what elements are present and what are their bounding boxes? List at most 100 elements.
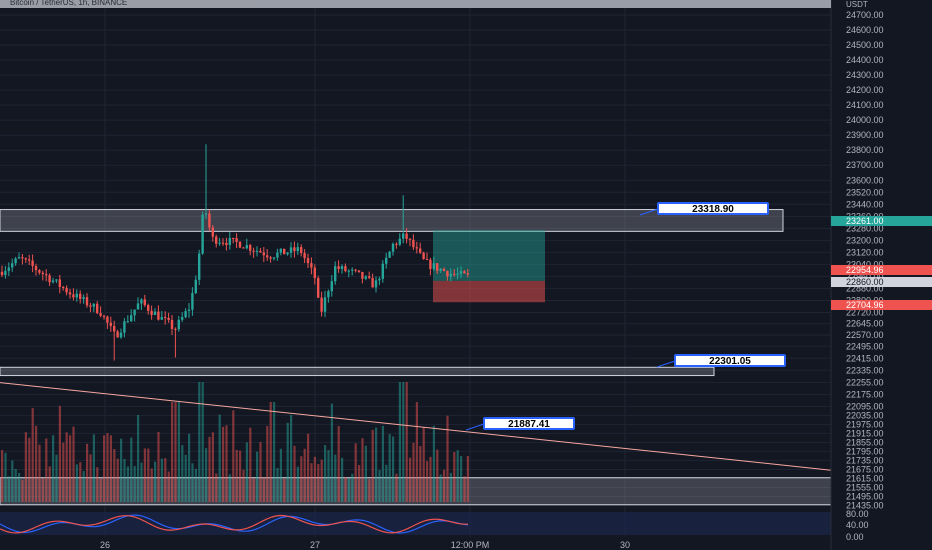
volume-bar [7, 476, 10, 502]
candle-body [58, 279, 61, 287]
price-tick-label: 22335.00 [846, 365, 884, 375]
candle-body [337, 266, 340, 269]
volume-bar [320, 459, 323, 502]
volume-bar [120, 438, 123, 502]
volume-bar [14, 468, 17, 502]
price-tick-label: 21675.00 [846, 464, 884, 474]
candle-body [92, 303, 95, 307]
volume-bar [171, 402, 174, 502]
price-tick-label: 21735.00 [846, 455, 884, 465]
price-axis-currency: USDT [846, 0, 868, 9]
candle-body [412, 239, 415, 248]
candle-body [99, 313, 102, 316]
volume-bar [21, 479, 24, 502]
price-tick-label: 22495.00 [846, 341, 884, 351]
price-tick-label: 24400.00 [846, 55, 884, 65]
candle-body [453, 273, 456, 275]
candle-body [419, 248, 422, 253]
volume-bar [351, 473, 354, 502]
volume-bar [1, 450, 4, 502]
candle-body [262, 252, 265, 256]
candle-body [402, 233, 405, 239]
candle-body [269, 257, 272, 259]
volume-bar [215, 473, 218, 502]
volume-bar [429, 456, 432, 502]
volume-bar [439, 474, 442, 502]
candle-body [133, 309, 136, 316]
grid [0, 8, 831, 537]
volume-bar [432, 425, 435, 502]
candle-body [351, 269, 354, 271]
candle-body [41, 272, 44, 275]
candle-body [347, 270, 350, 272]
candle-body [130, 315, 133, 322]
price-tick-label: 24600.00 [846, 25, 884, 35]
callout-label: 21887.41 [508, 419, 550, 430]
volume-bar [167, 471, 170, 502]
candle-body [245, 245, 248, 249]
volume-bar [184, 454, 187, 502]
price-tick-label: 23040.00 [846, 259, 884, 269]
stoch-tick-label: 0.00 [846, 532, 864, 542]
volume-bar [69, 435, 72, 502]
candle-body [286, 252, 289, 255]
volume-bar [130, 437, 133, 502]
candle-body [136, 303, 140, 310]
volume-bar [402, 382, 405, 502]
candle-body [442, 268, 446, 272]
volume-bar [409, 457, 412, 502]
volume-bar [86, 443, 89, 502]
price-badge [831, 277, 932, 287]
candle-body [7, 267, 10, 271]
candle-body [405, 233, 408, 239]
callout-pointer [465, 423, 485, 431]
candle-body [293, 247, 296, 252]
volume-bar [273, 402, 276, 502]
candle-body [449, 273, 452, 277]
candle-body [272, 257, 276, 259]
volume-bar [303, 448, 306, 502]
price-badge [831, 265, 932, 275]
candle-body [429, 259, 432, 269]
candle-body [106, 316, 109, 323]
candle-body [296, 247, 299, 252]
candle-body [204, 213, 208, 215]
candle-body [361, 272, 364, 279]
volume-bar [147, 448, 150, 502]
candle-body [65, 287, 68, 293]
volume-bar [48, 466, 51, 502]
candle-body [11, 263, 14, 268]
volume-bar [449, 472, 452, 502]
candle-body [194, 279, 197, 294]
price-tick-label: 21855.00 [846, 437, 884, 447]
volume-bar [307, 433, 310, 502]
candle-body [14, 258, 17, 264]
volume-bar [198, 382, 201, 502]
volume-bar [256, 451, 259, 502]
volume-bar [364, 445, 367, 502]
candle-body [191, 293, 194, 310]
volume-bar [381, 425, 384, 502]
volume-bar [103, 435, 106, 502]
volume-bar [283, 478, 286, 502]
volume-bar [92, 434, 95, 502]
candle-body [82, 297, 85, 299]
price-badge-label: 22954.96 [846, 265, 884, 275]
volume-bar [405, 382, 408, 502]
volume-bar [52, 435, 55, 502]
zone-0 [0, 209, 784, 232]
volume-bar [337, 426, 340, 502]
volume-bar [205, 448, 208, 502]
stoch-d-line [0, 514, 468, 534]
volume-bar [249, 427, 252, 502]
candle-body [17, 257, 21, 259]
candle-body [157, 311, 160, 320]
volume-bar [252, 478, 255, 502]
candle-body [68, 292, 72, 295]
price-tick-label: 22035.00 [846, 410, 884, 420]
price-tick-label: 24200.00 [846, 85, 884, 95]
volume-bar [436, 449, 439, 502]
price-tick-label: 21975.00 [846, 419, 884, 429]
